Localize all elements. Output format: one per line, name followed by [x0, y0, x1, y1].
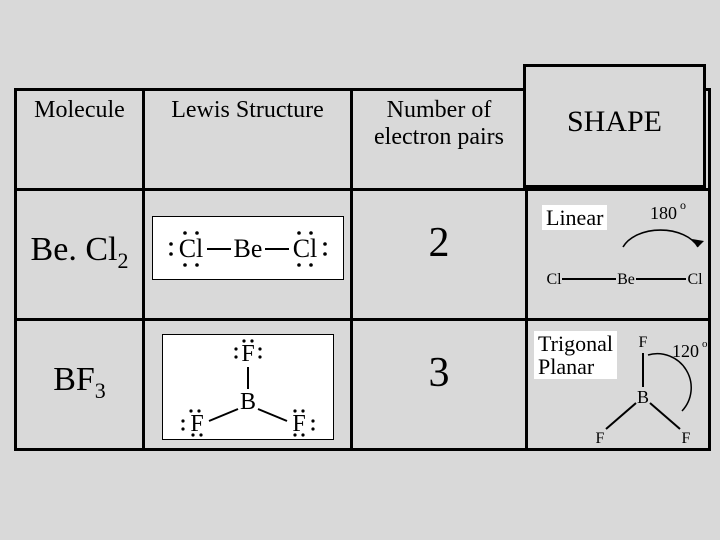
lewis-atom: F: [190, 411, 203, 437]
atom-label: Cl: [687, 271, 703, 288]
atom-label: Be: [617, 271, 635, 288]
molecule-formula: BF: [53, 361, 95, 398]
atom-label: F: [639, 334, 648, 351]
lewis-becl2: Cl Be Cl: [152, 216, 344, 280]
angle-label: 180: [650, 203, 677, 223]
lewis-cell: Cl Be Cl: [144, 190, 352, 320]
lewis-atom: B: [239, 389, 255, 415]
shape-cell: Linear 180 o Cl Be Cl: [527, 190, 710, 320]
shape-trigonal-diagram: 120 o B F F F: [528, 321, 711, 451]
table-row: BF3 B F F F: [16, 320, 710, 450]
hdr-pairs-l2: electron pairs: [374, 124, 504, 150]
svg-text:o: o: [702, 338, 708, 350]
lewis-bf3: B F F F: [162, 334, 334, 440]
molecule-sub: 3: [95, 378, 106, 403]
hdr-molecule: Molecule: [16, 90, 144, 190]
pairs-cell: 3: [352, 320, 527, 450]
hdr-pairs-l1: Number of: [387, 97, 492, 123]
hdr-lewis: Lewis Structure: [144, 90, 352, 190]
atom-label: F: [596, 430, 605, 447]
hdr-shape: SHAPE: [523, 64, 706, 188]
svg-text:o: o: [680, 198, 686, 212]
lewis-atom: Be: [233, 234, 262, 263]
lewis-cell: B F F F: [144, 320, 352, 450]
atom-label: Cl: [546, 271, 562, 288]
lewis-atom: F: [292, 411, 305, 437]
angle-label: 120: [672, 341, 699, 361]
hdr-pairs: Number of electron pairs: [352, 90, 527, 190]
atom-label: B: [637, 387, 649, 407]
pairs-cell: 2: [352, 190, 527, 320]
molecule-cell: Be. Cl2: [16, 190, 144, 320]
shape-cell: Trigonal Planar 120 o B F F F: [527, 320, 710, 450]
table-row: Be. Cl2 Cl Be Cl: [16, 190, 710, 320]
shape-linear-diagram: 180 o Cl Be Cl: [528, 191, 711, 321]
molecule-cell: BF3: [16, 320, 144, 450]
lewis-atom: F: [241, 341, 254, 367]
molecule-formula: Be. Cl: [31, 231, 118, 268]
lewis-atom: Cl: [178, 234, 203, 263]
lewis-atom: Cl: [292, 234, 317, 263]
molecule-sub: 2: [117, 248, 128, 273]
atom-label: F: [682, 430, 691, 447]
